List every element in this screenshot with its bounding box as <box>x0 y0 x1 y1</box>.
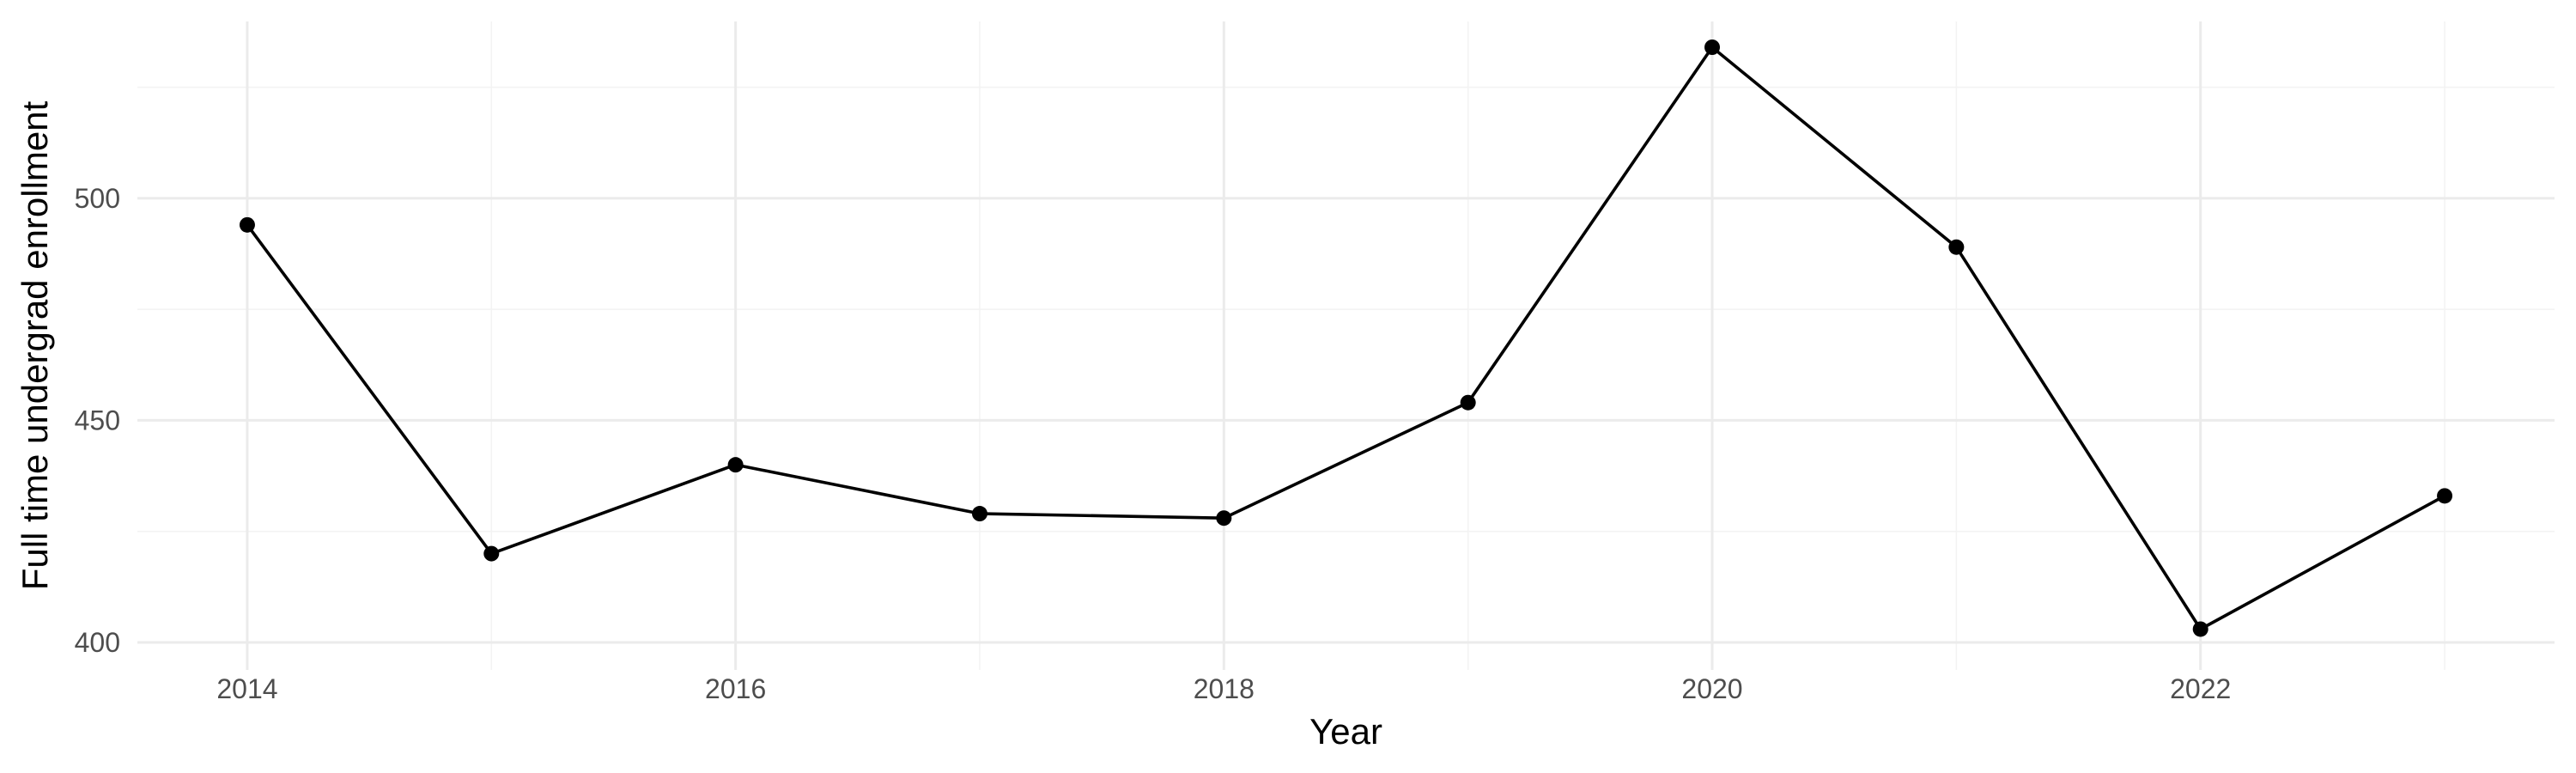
data-point-2020 <box>1704 40 1721 55</box>
x-axis-title: Year <box>1309 711 1382 752</box>
y-axis-title: Full time undergrad enrollment <box>15 100 55 590</box>
y-tick-label: 500 <box>75 183 120 214</box>
data-point-2015 <box>483 545 500 562</box>
tick-labels: 2014 2016 2018 2020 2022 400 450 500 <box>75 183 2232 704</box>
data-point-2016 <box>727 457 744 473</box>
x-tick-label: 2014 <box>216 673 277 704</box>
data-point-2017 <box>971 506 987 522</box>
y-tick-label: 400 <box>75 627 120 658</box>
y-tick-label: 450 <box>75 405 120 435</box>
data-point-2018 <box>1216 510 1232 526</box>
data-point-2021 <box>1948 239 1965 255</box>
x-tick-label: 2016 <box>705 673 766 704</box>
x-tick-label: 2020 <box>1681 673 1742 704</box>
series-line <box>246 46 2445 631</box>
x-tick-label: 2018 <box>1194 673 1255 704</box>
x-tick-label: 2022 <box>2170 673 2231 704</box>
data-point-2014 <box>239 216 255 233</box>
data-point-2023 <box>2437 488 2453 504</box>
data-point-2019 <box>1460 394 1476 411</box>
grid-lines <box>137 21 2555 670</box>
data-point-2022 <box>2192 621 2208 637</box>
series-layer <box>239 40 2453 637</box>
